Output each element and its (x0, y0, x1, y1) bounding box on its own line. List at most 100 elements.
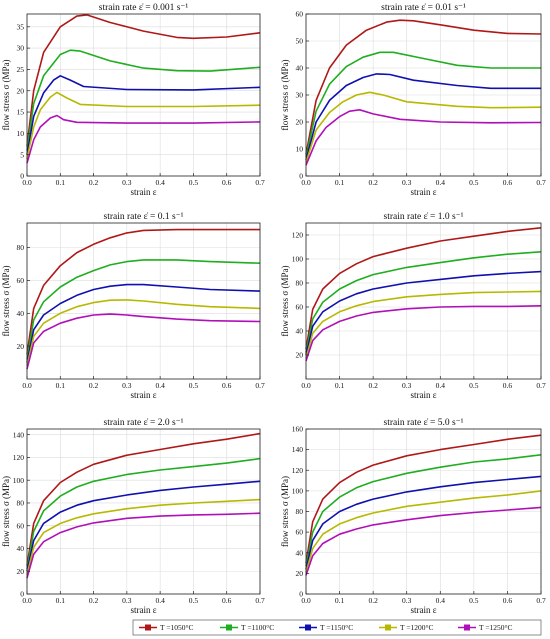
series-line (305, 19, 542, 155)
series-line (26, 457, 261, 570)
y-tick-label: 60 (17, 276, 25, 285)
y-tick-label: 20 (17, 86, 25, 95)
plot-frame (26, 222, 261, 380)
panel-title: strain rate ε̇ = 0.01 s⁻¹ (381, 3, 466, 13)
x-tick-label: 0.1 (56, 381, 66, 390)
legend-marker (385, 624, 391, 631)
y-tick-label: 80 (296, 507, 304, 516)
legend-label: T =1100°C (241, 623, 274, 632)
y-axis-label: flow stress σ (MPa) (1, 476, 11, 547)
x-tick-label: 0.5 (469, 381, 479, 390)
y-axis-label: flow stress σ (MPa) (1, 265, 11, 336)
x-tick-label: 0.1 (56, 596, 66, 605)
x-tick-label: 0.0 (301, 596, 311, 605)
x-axis-label: strain ε (130, 605, 156, 615)
series-line (26, 299, 261, 367)
plot-area (27, 429, 260, 594)
legend-label: T =1050°C (160, 623, 194, 632)
x-tick-label: 0.0 (301, 381, 311, 390)
y-tick-label: 0 (20, 172, 24, 181)
x-tick-label: 0.6 (503, 596, 513, 605)
x-axis-label: strain ε (130, 187, 156, 197)
series-line (26, 283, 261, 363)
x-tick-label: 0.1 (335, 596, 345, 605)
x-tick-label: 0.6 (222, 381, 232, 390)
legend-label: T =1150°C (320, 623, 353, 632)
panel-title: strain rate ε̇ = 0.1 s⁻¹ (104, 212, 184, 222)
series-line (26, 313, 261, 370)
series-line (305, 506, 542, 576)
x-tick-label: 0.4 (436, 178, 446, 187)
plot-area (306, 223, 541, 379)
panel-title: strain rate ε̇ = 5.0 s⁻¹ (384, 418, 464, 428)
y-tick-label: 50 (296, 37, 304, 46)
x-tick-label: 0.2 (89, 381, 99, 390)
series-line (26, 75, 261, 155)
y-axis-label: flow stress σ (MPa) (280, 59, 290, 130)
series-line (305, 454, 542, 567)
y-axis-label: flow stress σ (MPa) (1, 59, 11, 130)
x-tick-label: 0.0 (22, 596, 32, 605)
panel-4: 0.0 0.1 0.2 0.3 0.4 0.5 0.6 0.7 20 40 60 80 100 120 st… (280, 212, 546, 400)
y-tick-label: 40 (296, 327, 304, 336)
y-tick-label: 60 (296, 10, 304, 19)
y-tick-label: 80 (17, 499, 25, 508)
series-line (26, 432, 261, 566)
y-tick-label: 100 (292, 255, 304, 264)
y-tick-label: 20 (17, 342, 25, 351)
x-tick-label: 0.4 (436, 381, 446, 390)
x-tick-label: 0.7 (536, 596, 546, 605)
y-tick-label: 120 (292, 466, 304, 475)
x-tick-label: 0.6 (503, 381, 513, 390)
series-line (26, 259, 261, 360)
series-line (305, 490, 542, 573)
panel-1: 0.0 0.1 0.2 0.3 0.4 0.5 0.6 0.7 0 5 10 15 20 25 30 35 st… (1, 3, 265, 197)
series-line (305, 434, 542, 564)
legend-marker (464, 624, 470, 631)
legend-box (132, 619, 542, 636)
x-tick-label: 0.2 (368, 381, 378, 390)
x-tick-label: 0.0 (301, 178, 311, 187)
y-tick-label: 140 (13, 430, 25, 439)
x-tick-label: 0.7 (536, 381, 546, 390)
y-tick-label: 20 (17, 567, 25, 576)
y-tick-label: 40 (296, 64, 304, 73)
legend-item: T =1100°C (220, 623, 274, 632)
plot-frame (305, 222, 542, 380)
y-tick-label: 30 (17, 44, 25, 53)
plot-frame (26, 13, 261, 177)
x-tick-label: 0.4 (155, 381, 165, 390)
x-tick-label: 0.1 (56, 178, 66, 187)
plot-area (27, 14, 260, 176)
legend-item: T =1200°C (379, 623, 434, 632)
series-line (305, 305, 542, 362)
y-axis-label: flow stress σ (MPa) (280, 265, 290, 336)
legend-item: T =1050°C (139, 623, 194, 632)
y-tick-label: 35 (17, 22, 25, 31)
x-axis-label: strain ε (410, 390, 436, 400)
x-tick-label: 0.4 (155, 178, 165, 187)
y-tick-label: 60 (296, 528, 304, 537)
y-tick-label: 140 (292, 445, 304, 454)
x-tick-label: 0.1 (335, 178, 345, 187)
x-axis-label: strain ε (410, 605, 436, 615)
plot-frame (26, 428, 261, 595)
x-tick-label: 0.7 (255, 596, 265, 605)
series-line (305, 251, 542, 353)
x-tick-label: 0.2 (89, 596, 99, 605)
legend-marker (145, 624, 151, 631)
series-line (305, 227, 542, 350)
x-tick-label: 0.7 (255, 381, 265, 390)
series-line (26, 91, 261, 160)
x-axis-label: strain ε (130, 390, 156, 400)
series-line (305, 109, 542, 166)
y-tick-label: 30 (296, 91, 304, 100)
x-tick-label: 0.1 (335, 381, 345, 390)
y-tick-label: 20 (296, 118, 304, 127)
series-line (305, 51, 541, 158)
legend: T =1050°C T =1100°C T =1150°C T =1200°C T =1… (132, 619, 542, 636)
series-line (305, 475, 542, 570)
y-tick-label: 80 (296, 279, 304, 288)
x-tick-label: 0.6 (222, 178, 232, 187)
x-tick-label: 0.7 (255, 178, 265, 187)
